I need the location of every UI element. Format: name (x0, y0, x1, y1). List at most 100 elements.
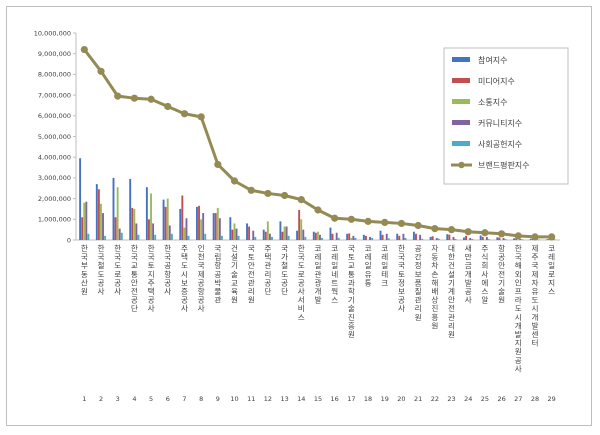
bar (287, 235, 290, 240)
bar (135, 223, 138, 240)
bar (419, 234, 422, 240)
bar (381, 234, 384, 240)
brand-index-point (130, 94, 139, 102)
legend-box (443, 47, 569, 185)
bar (546, 239, 549, 240)
bar (454, 238, 457, 240)
bar (150, 193, 152, 240)
bar (331, 233, 334, 240)
category-number: 25 (481, 395, 489, 403)
bar (114, 217, 117, 240)
y-tick-label: 1,000,000 (38, 216, 71, 224)
bar (285, 226, 288, 240)
brand-index-point (381, 218, 389, 227)
legend-label: 사회공헌지수 (478, 140, 522, 149)
y-tick-label: 4,000,000 (38, 154, 71, 162)
bar (237, 235, 240, 240)
bar (335, 232, 338, 240)
bar (521, 239, 524, 240)
bar (262, 229, 265, 240)
bar (321, 237, 323, 240)
brand-index-point (264, 189, 272, 198)
category-number: 24 (464, 395, 472, 403)
bar (268, 233, 271, 240)
bar (471, 238, 474, 240)
bar (302, 229, 305, 240)
category-number: 27 (514, 395, 522, 403)
bar (85, 201, 88, 240)
bar (387, 238, 390, 240)
bar (429, 236, 432, 240)
bar (498, 237, 501, 240)
bar (437, 238, 440, 240)
bar (485, 236, 488, 240)
bar (271, 236, 273, 240)
bar (371, 237, 374, 240)
bar (515, 238, 518, 240)
category-number: 16 (331, 395, 339, 403)
bar (314, 232, 317, 240)
category-number: 5 (149, 395, 153, 403)
brand-index-point (447, 226, 456, 234)
category-number: 29 (548, 395, 556, 403)
category-number: 18 (364, 395, 372, 403)
category-number: 13 (280, 395, 288, 403)
bar (131, 207, 134, 240)
bar (220, 235, 223, 240)
bar (95, 184, 98, 240)
bar (79, 158, 82, 240)
category-number: 15 (314, 395, 322, 403)
legend-line-marker (458, 161, 465, 169)
category-number: 8 (199, 395, 203, 403)
bar (319, 234, 321, 240)
category-number: 19 (381, 395, 389, 403)
bar (529, 238, 532, 240)
bar (102, 213, 104, 240)
brand-index-point (331, 214, 339, 222)
y-tick-label: 10,000,000 (34, 29, 71, 37)
brand-index-point (147, 95, 155, 103)
bar (354, 237, 357, 240)
category-number: 23 (447, 395, 455, 403)
y-tick-label: 5,000,000 (38, 133, 71, 141)
bar (216, 207, 219, 240)
brand-index-point (548, 233, 556, 241)
bar (465, 235, 467, 240)
bar (431, 236, 434, 240)
bar (200, 219, 203, 240)
bar (279, 221, 282, 240)
bar (198, 205, 200, 240)
bar (235, 228, 238, 240)
category-number: 14 (297, 395, 305, 403)
y-tick-label: 6,000,000 (38, 112, 71, 120)
bar (398, 235, 401, 240)
brand-index-point (214, 160, 222, 169)
bar (164, 206, 167, 240)
brand-index-point (281, 191, 289, 200)
bar (396, 233, 399, 240)
bar (379, 230, 382, 240)
bar (452, 236, 455, 240)
bar (116, 187, 119, 240)
y-tick-label: 3,000,000 (38, 174, 71, 182)
legend-swatch (452, 57, 470, 62)
legend-label: 커뮤니티지수 (478, 118, 522, 128)
category-number: 22 (431, 395, 439, 403)
bar (448, 234, 451, 240)
bar (212, 213, 215, 240)
bar (304, 236, 307, 240)
bar (120, 232, 123, 240)
bar (179, 208, 182, 240)
bar (504, 239, 507, 240)
bar (446, 234, 449, 240)
